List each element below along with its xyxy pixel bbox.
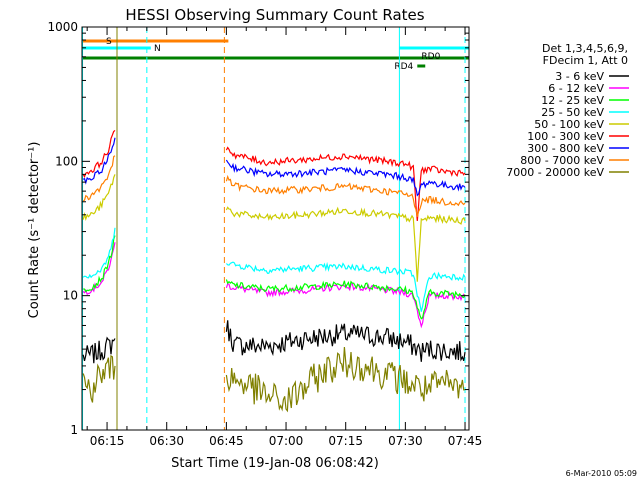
legend-entry-label: 6 - 12 keV: [548, 82, 604, 95]
legend-entry-label: 12 - 25 keV: [541, 94, 604, 107]
legend-entry-label: 7000 - 20000 keV: [506, 166, 604, 179]
series-line: [82, 137, 116, 185]
x-tick-label: 06:30: [149, 434, 184, 448]
legend-header-line-1: Det 1,3,4,5,6,9,: [542, 42, 628, 55]
legend-entry-label: 300 - 800 keV: [527, 142, 604, 155]
x-tick-label: 06:45: [209, 434, 244, 448]
x-tick-label: 07:00: [269, 434, 304, 448]
legend-entry-label: 100 - 300 keV: [527, 130, 604, 143]
series-line: [225, 346, 466, 413]
flag-bar-label: RD0: [421, 52, 440, 62]
series-100-300-kev: [82, 129, 466, 221]
flag-bar-label: N: [154, 44, 161, 54]
x-tick-label: 07:45: [448, 434, 483, 448]
chart-title: HESSI Observing Summary Count Rates: [125, 6, 424, 24]
series-line: [82, 336, 116, 364]
series-line: [225, 261, 466, 312]
series-line: [82, 227, 116, 279]
footer-date: 6-Mar-2010 05:09: [566, 469, 637, 478]
y-tick-label: 10: [63, 289, 78, 303]
legend-header-line-2: FDecim 1, Att 0: [543, 54, 628, 67]
legend-entry-label: 25 - 50 keV: [541, 106, 604, 119]
x-tick-label: 07:30: [388, 434, 423, 448]
legend-entry-label: 3 - 6 keV: [555, 70, 604, 83]
series-line: [82, 174, 116, 222]
series-line: [83, 235, 116, 293]
series-line: [225, 159, 466, 197]
series-line: [82, 354, 116, 403]
series-line: [225, 174, 466, 217]
legend-entry-label: 50 - 100 keV: [534, 118, 604, 131]
y-axis-label: Count Rate (s⁻¹ detector⁻¹): [27, 142, 42, 319]
series-layer: [82, 129, 466, 413]
x-tick-label: 07:15: [328, 434, 363, 448]
legend-entry-label: 800 - 7000 keV: [520, 154, 604, 167]
series-7000-20000-kev: [82, 346, 466, 413]
series-50-100-kev: [82, 174, 466, 282]
series-12-25-kev: [83, 235, 466, 320]
series-25-50-kev: [82, 227, 466, 312]
plot-frame: [81, 26, 470, 431]
series-line: [225, 320, 466, 362]
series-800-7000-kev: [82, 155, 466, 217]
series-line: [225, 206, 466, 282]
x-tick-label: 06:15: [90, 434, 125, 448]
series-line: [225, 146, 466, 221]
series-300-800-kev: [82, 137, 466, 197]
axes-layer: 06:15 06:30 06:45 07:00 07:15 07:30 07:45 1 10 10…: [47, 20, 482, 448]
series-line: [82, 155, 116, 202]
series-line: [82, 242, 116, 296]
series-line: [82, 129, 116, 179]
flag-bar-label: RD4: [394, 62, 413, 72]
flag-bars-layer: S N RD0 RD4: [82, 37, 469, 72]
y-tick-label: 1000: [47, 20, 78, 34]
y-tick-label: 100: [55, 154, 78, 168]
series-3-6-kev: [82, 320, 466, 364]
flag-bar-label: S: [106, 37, 112, 47]
y-tick-label: 1: [70, 423, 78, 437]
series-line: [225, 279, 466, 320]
x-axis-label: Start Time (19-Jan-08 06:08:42): [171, 456, 379, 471]
vertical-markers-layer: [82, 27, 466, 430]
